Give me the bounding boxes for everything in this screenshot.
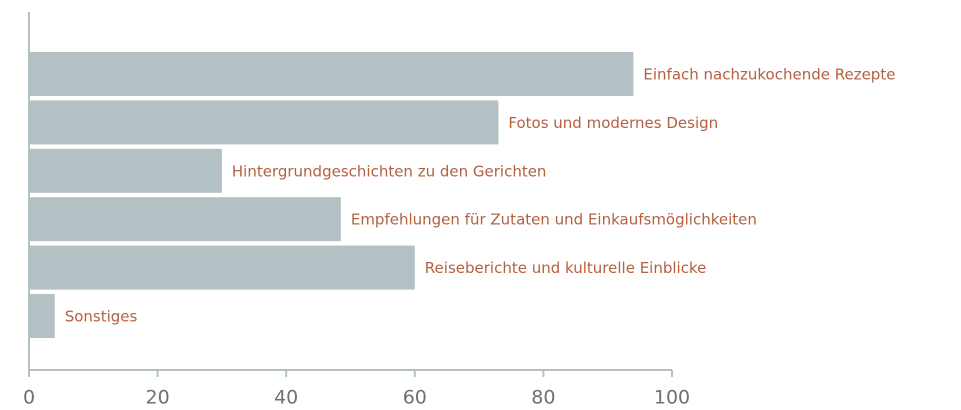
bar [29,245,415,290]
x-tick-label: 20 [146,387,170,409]
bar [29,294,55,338]
bar [29,197,341,242]
bar [29,148,222,193]
bar [29,52,634,96]
x-tick-label: 0 [23,387,35,409]
bar-label: Einfach nachzukochende Rezepte [643,66,895,84]
bar-label: Fotos und modernes Design [508,114,718,132]
x-tick-label: 60 [403,387,427,409]
bar-label: Reiseberichte und kulturelle Einblicke [425,259,707,277]
bar-label: Empfehlungen für Zutaten und Einkaufsmög… [351,211,757,229]
x-tick-label: 100 [654,387,690,409]
x-tick-label: 80 [531,387,555,409]
bar-label: Sonstiges [65,308,138,326]
bar-label: Hintergrundgeschichten zu den Gerichten [232,162,547,180]
x-tick-label: 40 [274,387,298,409]
bar [29,100,499,145]
